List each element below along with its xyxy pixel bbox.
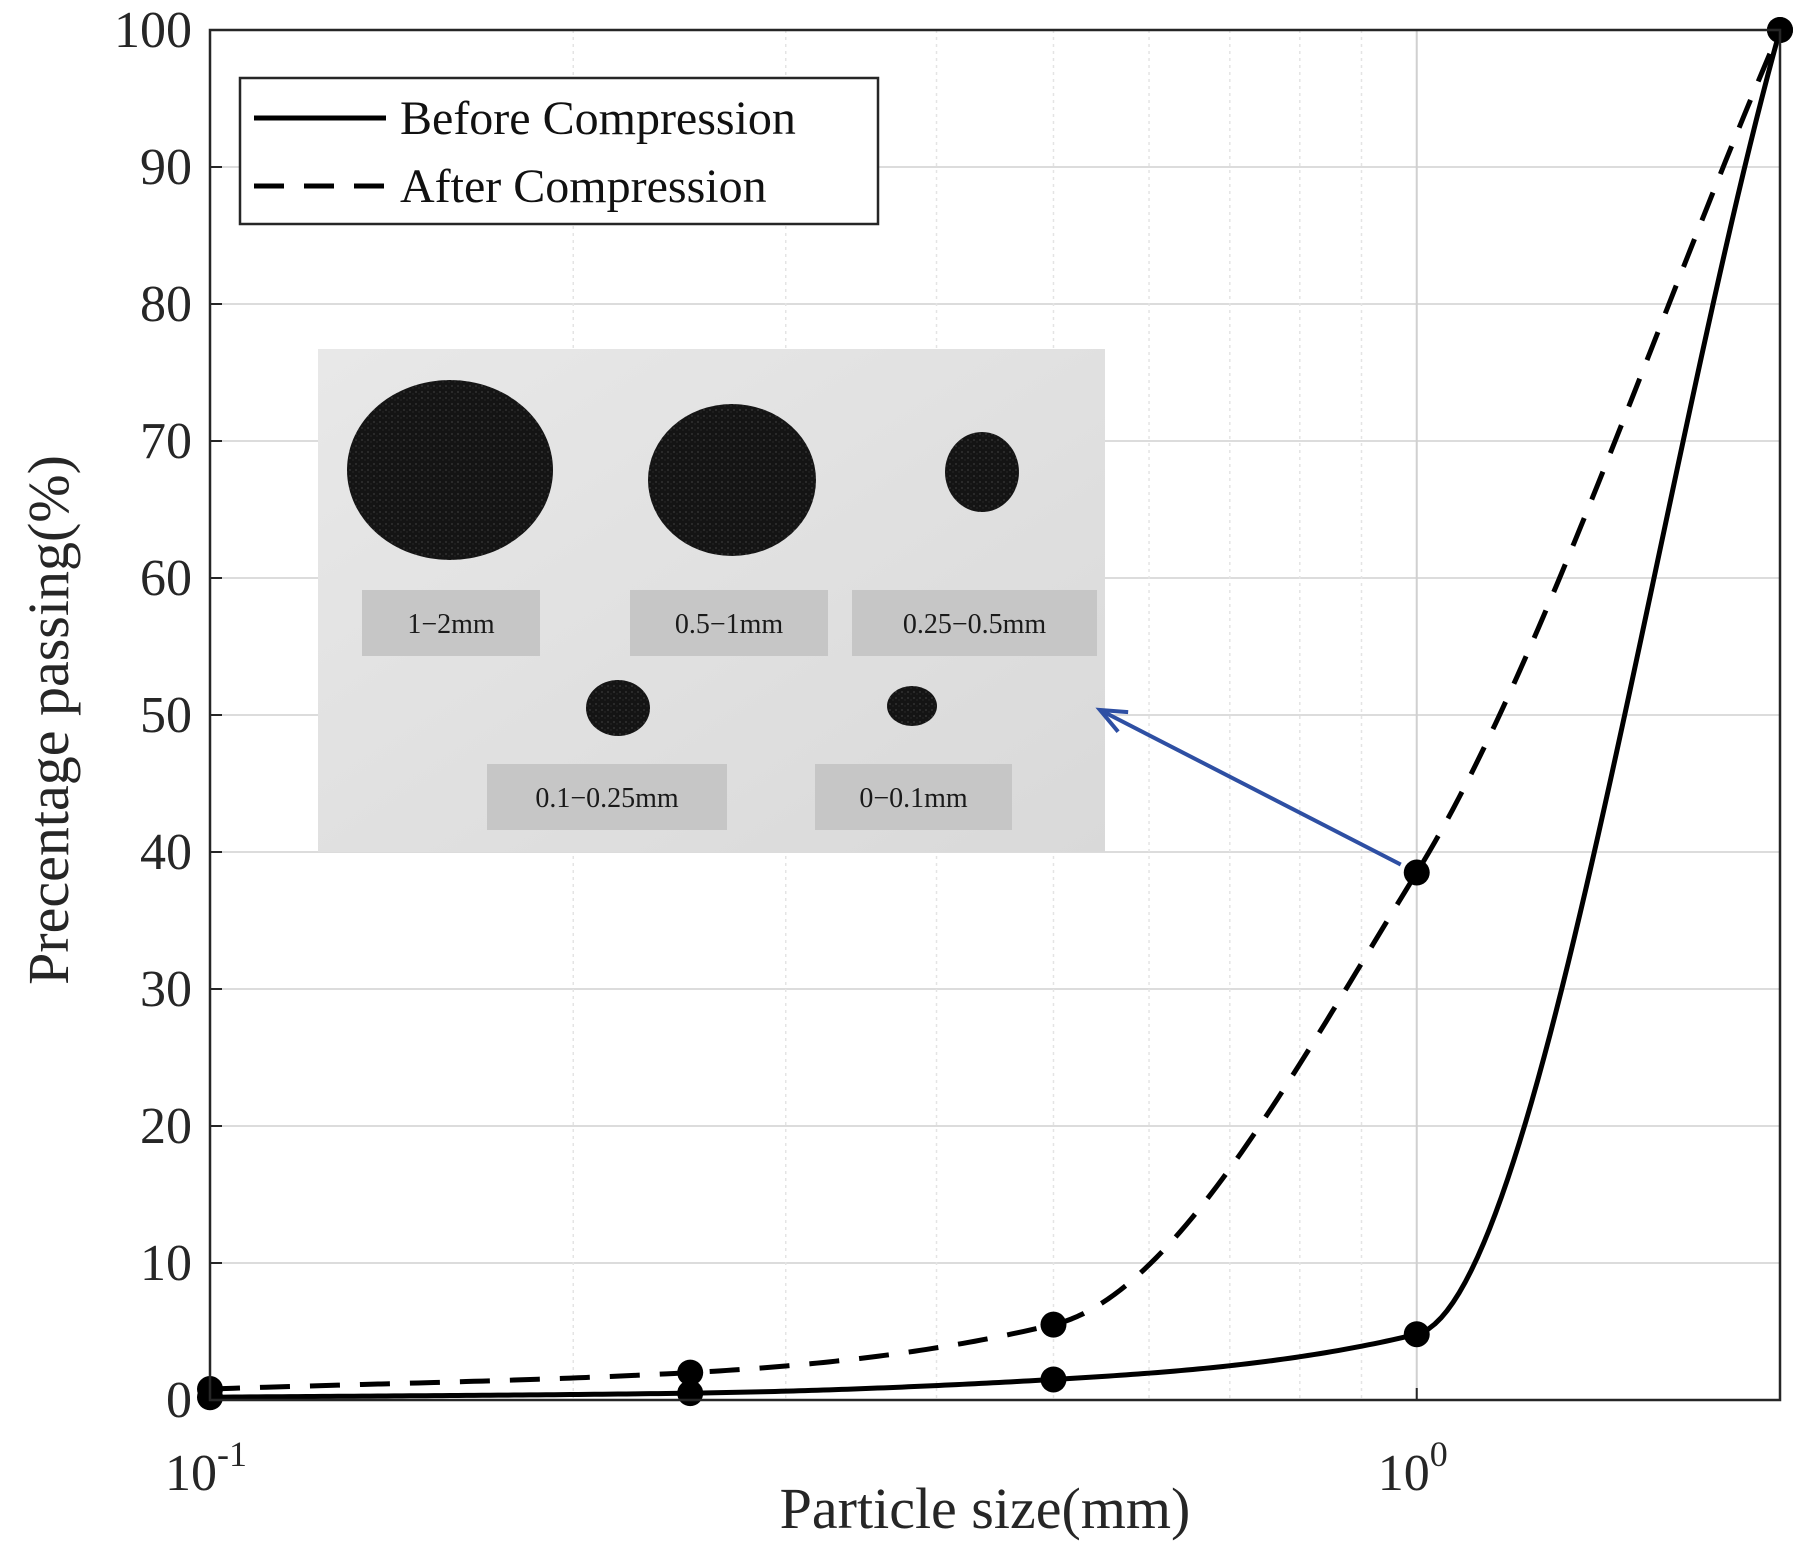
y-tick-label: 20 [140, 1098, 192, 1155]
legend-box [238, 76, 880, 226]
legend-label: After Compression [400, 160, 767, 213]
inset-label-box [852, 590, 1097, 656]
inset-label: 1−2mm [407, 609, 495, 640]
y-tick-label: 0 [166, 1372, 192, 1429]
inset-label-box [815, 764, 1012, 830]
inset-label: 0.5−1mm [675, 609, 784, 640]
particle-sample-pile [586, 680, 650, 736]
x-axis-title: Particle size(mm) [780, 1476, 1191, 1541]
inset-label-box [630, 590, 828, 656]
inset-photo: 1−2mm 0.5−1mm 0.25−0.5mm 0.1−0.25mm 0−0.1mm [318, 349, 1105, 852]
inset-label-box [487, 764, 727, 830]
series-line-after [209, 29, 1783, 1392]
axes: 0 10 20 30 40 50 60 70 80 90 100 10-1 100 Particle si… [16, 2, 1782, 1541]
y-tick-label: 60 [140, 550, 192, 607]
y-tick-label: 40 [140, 824, 192, 881]
y-tick-label: 100 [114, 2, 192, 59]
particle-sample-pile [648, 404, 816, 556]
inset-label: 0.25−0.5mm [903, 609, 1047, 640]
annotation [1095, 707, 1402, 867]
data-point-before [1040, 1366, 1067, 1393]
data-point-after [677, 1359, 704, 1386]
particle-sample-pile [347, 380, 553, 560]
y-tick-label: 80 [140, 276, 192, 333]
particle-sample-pile [945, 432, 1019, 512]
data-point-before [1403, 1321, 1430, 1348]
y-axis-title: Precentage passing(%) [16, 455, 81, 985]
legend-label: Before Compression [400, 92, 796, 145]
y-tick-label: 50 [140, 687, 192, 744]
inset-label-box [362, 590, 540, 656]
y-tick-label: 70 [140, 413, 192, 470]
y-tick-label: 30 [140, 961, 192, 1018]
data-point-after [1040, 1311, 1067, 1338]
legend: Before Compression After Compression [238, 76, 880, 226]
x-tick-label: 10-1 [165, 1434, 247, 1502]
inset-label: 0−0.1mm [859, 783, 968, 814]
annotation-arrow-line [1099, 708, 1402, 867]
data-point-after [1403, 859, 1430, 886]
inset-label: 0.1−0.25mm [535, 783, 679, 814]
x-tick-label: 100 [1378, 1434, 1448, 1502]
y-tick-label: 10 [140, 1235, 192, 1292]
y-tick-label: 90 [140, 139, 192, 196]
particle-sample-pile [887, 686, 937, 726]
annotation-arrow-head [1095, 707, 1129, 733]
